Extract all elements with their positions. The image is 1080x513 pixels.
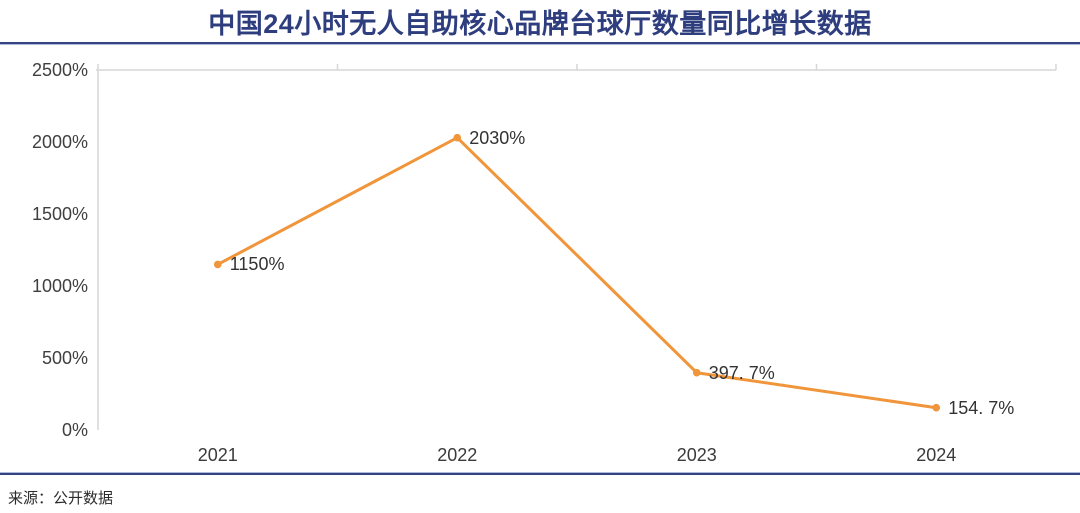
data-point-label: 397. 7%: [708, 362, 775, 383]
y-tick-label: 1000%: [31, 276, 88, 296]
data-point-label: 2030%: [469, 127, 526, 148]
title-divider: [0, 42, 1080, 45]
x-tick-label: 2023: [676, 445, 717, 465]
data-point-label: 154. 7%: [948, 397, 1015, 418]
data-point: [692, 368, 701, 377]
y-tick-label: 1500%: [31, 204, 88, 224]
x-tick-label: 2021: [197, 445, 238, 465]
y-tick-label: 0%: [61, 420, 88, 440]
source-note: 来源：公开数据: [8, 490, 114, 507]
page-title: 中国24小时无人自助核心品牌台球厅数量同比增长数据: [208, 9, 872, 39]
x-tick-label: 2024: [916, 445, 957, 465]
x-tick-label: 2022: [437, 445, 478, 465]
data-point: [213, 260, 222, 269]
data-line: [216, 136, 938, 410]
y-tick-label: 500%: [41, 348, 88, 368]
y-tick-label: 2000%: [31, 132, 88, 152]
data-point: [932, 403, 941, 412]
data-point: [453, 133, 462, 142]
data-point-label: 1150%: [229, 254, 285, 275]
footer-divider: [0, 472, 1080, 475]
y-tick-label: 2500%: [31, 60, 88, 80]
